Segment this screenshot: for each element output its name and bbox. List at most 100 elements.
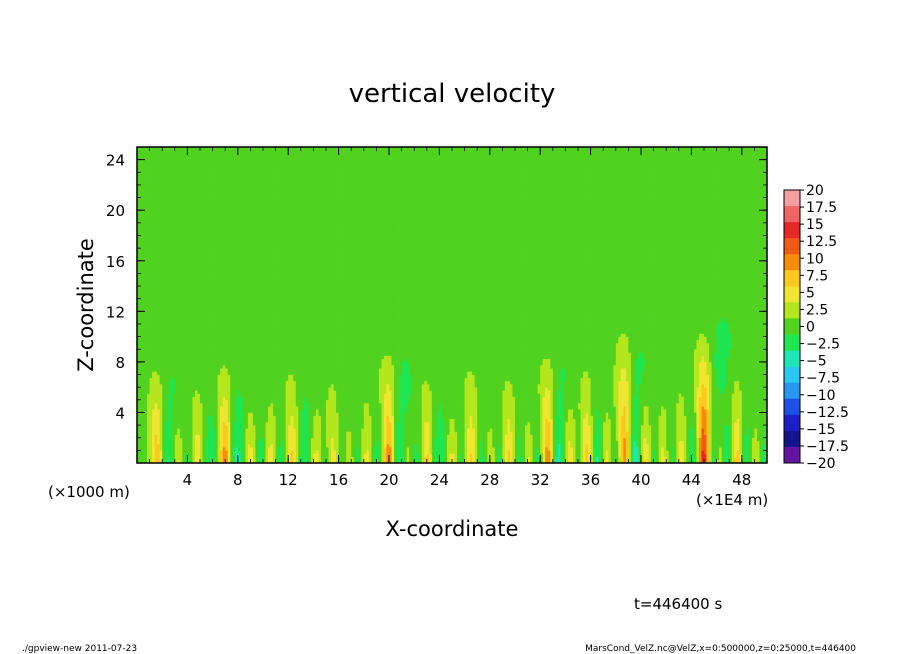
heatmap-cell: [452, 425, 455, 429]
heatmap-cell: [462, 402, 465, 407]
heatmap-cell: [666, 456, 670, 461]
heatmap-cell: [172, 406, 176, 410]
heatmap-cell: [310, 453, 314, 457]
heatmap-cell: [751, 453, 755, 457]
heatmap-cell: [489, 440, 493, 445]
heatmap-cell: [555, 399, 559, 404]
heatmap-cell: [285, 428, 289, 432]
heatmap-cell: [419, 431, 423, 435]
heatmap-cell: [641, 453, 644, 457]
heatmap-cell: [137, 450, 140, 454]
heatmap-cell: [656, 450, 659, 454]
heatmap-cell: [162, 428, 166, 432]
heatmap-cell: [187, 447, 191, 451]
heatmap-cell: [651, 406, 654, 410]
heatmap-cell: [474, 440, 478, 445]
heatmap-cell: [310, 399, 314, 404]
heatmap-cell: [182, 421, 186, 426]
heatmap-cell: [270, 453, 274, 457]
heatmap-cell: [507, 418, 511, 423]
heatmap-cell: [290, 415, 294, 420]
heatmap-cell: [159, 447, 163, 451]
heatmap-cell: [479, 425, 483, 429]
heatmap-cell: [406, 425, 410, 429]
heatmap-cell: [265, 399, 269, 404]
heatmap-cell: [706, 412, 710, 416]
heatmap-cell: [389, 409, 392, 413]
heatmap-cell: [701, 456, 705, 461]
heatmap-cell: [197, 425, 201, 429]
heatmap-cell: [200, 456, 203, 461]
heatmap-cell: [580, 459, 584, 464]
heatmap-cell: [502, 418, 506, 423]
heatmap-cell: [452, 440, 455, 445]
heatmap-cell: [739, 409, 743, 413]
heatmap-cell: [280, 437, 284, 442]
heatmap-cell: [308, 431, 312, 435]
heatmap-cell: [711, 434, 715, 439]
heatmap-cell: [237, 431, 241, 435]
heatmap-cell: [202, 418, 206, 423]
heatmap-cell: [666, 415, 670, 420]
heatmap-cell: [489, 428, 493, 432]
heatmap-cell: [560, 459, 564, 464]
heatmap-cell: [515, 434, 518, 439]
heatmap-cell: [247, 425, 251, 429]
heatmap-cell: [719, 440, 722, 445]
heatmap-cell: [630, 450, 634, 454]
heatmap-cell: [154, 459, 158, 464]
heatmap-cell: [220, 459, 223, 464]
heatmap-cell: [328, 459, 332, 464]
heatmap-cell: [457, 418, 460, 423]
heatmap-cell: [449, 456, 453, 461]
heatmap-cell: [383, 412, 387, 416]
heatmap-cell: [739, 406, 743, 410]
heatmap-cell: [512, 425, 516, 429]
heatmap-cell: [494, 447, 498, 451]
heatmap-cell: [373, 406, 377, 410]
heatmap-cell: [598, 425, 601, 429]
heatmap-cell: [303, 399, 307, 404]
heatmap-cell: [759, 453, 763, 457]
heatmap-cell: [683, 409, 687, 413]
heatmap-cell: [184, 412, 188, 416]
heatmap-cell: [293, 440, 297, 445]
heatmap-cell: [515, 425, 518, 429]
heatmap-cell: [159, 428, 163, 432]
heatmap-cell: [283, 440, 286, 445]
heatmap-cell: [182, 425, 186, 429]
heatmap-cell: [651, 444, 654, 448]
heatmap-cell: [590, 440, 594, 445]
heatmap-cell: [588, 399, 591, 404]
heatmap-cell: [696, 409, 700, 413]
heatmap-cell: [457, 431, 460, 435]
heatmap-cell: [386, 415, 390, 420]
heatmap-cell: [671, 409, 675, 413]
heatmap-cell: [152, 450, 155, 454]
heatmap-cell: [336, 402, 339, 407]
heatmap-cell: [174, 456, 178, 461]
heatmap-cell: [575, 399, 579, 404]
heatmap-cell: [734, 431, 738, 435]
heatmap-cell: [542, 453, 546, 457]
heatmap-cell: [152, 431, 155, 435]
heatmap-cell: [184, 440, 188, 445]
heatmap-cell: [426, 421, 430, 426]
heatmap-cell: [497, 437, 501, 442]
heatmap-cell: [520, 409, 523, 413]
heatmap-cell: [356, 444, 360, 448]
heatmap-cell: [386, 409, 390, 413]
heatmap-cell: [764, 418, 768, 423]
heatmap-cell: [434, 412, 438, 416]
heatmap-cell: [391, 456, 395, 461]
heatmap-cell: [613, 406, 617, 410]
heatmap-cell: [540, 409, 544, 413]
heatmap-cell: [300, 440, 304, 445]
heatmap-cell: [358, 453, 362, 457]
heatmap-cell: [232, 456, 236, 461]
heatmap-cell: [169, 409, 173, 413]
heatmap-cell: [693, 425, 697, 429]
heatmap-cell: [696, 418, 700, 423]
heatmap-cell: [371, 428, 375, 432]
heatmap-cell: [346, 409, 349, 413]
